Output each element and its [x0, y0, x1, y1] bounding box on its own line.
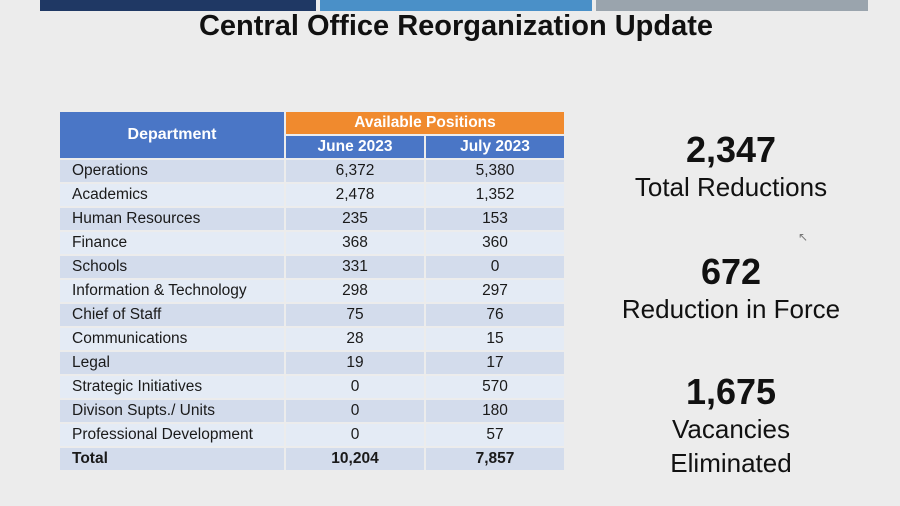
june-value-cell: 0: [286, 400, 424, 422]
reduction-in-force-label: Reduction in Force: [621, 294, 841, 324]
department-cell: Legal: [60, 352, 284, 374]
department-cell: Strategic Initiatives: [60, 376, 284, 398]
vacancies-eliminated-stat: 1,675 Vacancies Eliminated: [606, 372, 856, 480]
june-value-cell: 331: [286, 256, 424, 278]
table-row: Schools 331 0: [60, 256, 564, 278]
top-accent-bar-navy: [40, 0, 316, 11]
available-positions-header: Available Positions: [286, 112, 564, 134]
department-cell: Operations: [60, 160, 284, 182]
mouse-cursor-icon: ↖: [798, 230, 809, 244]
june-value-cell: 6,372: [286, 160, 424, 182]
july-value-cell: 17: [426, 352, 564, 374]
table-row: Chief of Staff 75 76: [60, 304, 564, 326]
june-2023-header: June 2023: [286, 136, 424, 158]
june-value-cell: 298: [286, 280, 424, 302]
june-value-cell: 19: [286, 352, 424, 374]
department-cell: Academics: [60, 184, 284, 206]
total-label: Total: [60, 448, 284, 470]
june-value-cell: 2,478: [286, 184, 424, 206]
table-row: Professional Development 0 57: [60, 424, 564, 446]
june-value-cell: 0: [286, 376, 424, 398]
total-row: Total 10,204 7,857: [60, 448, 564, 470]
table-row: Finance 368 360: [60, 232, 564, 254]
total-reductions-stat: 2,347 Total Reductions: [606, 130, 856, 204]
july-value-cell: 297: [426, 280, 564, 302]
table-row: Operations 6,372 5,380: [60, 160, 564, 182]
july-value-cell: 57: [426, 424, 564, 446]
july-2023-header: July 2023: [426, 136, 564, 158]
table-row: Divison Supts./ Units 0 180: [60, 400, 564, 422]
table-row: Academics 2,478 1,352: [60, 184, 564, 206]
department-cell: Chief of Staff: [60, 304, 284, 326]
june-total-cell: 10,204: [286, 448, 424, 470]
department-cell: Schools: [60, 256, 284, 278]
july-value-cell: 180: [426, 400, 564, 422]
vacancies-eliminated-value: 1,675: [685, 371, 777, 412]
table-row: Information & Technology 298 297: [60, 280, 564, 302]
slide-title: Central Office Reorganization Update: [198, 10, 713, 42]
july-value-cell: 5,380: [426, 160, 564, 182]
june-value-cell: 75: [286, 304, 424, 326]
total-reductions-label: Total Reductions: [634, 172, 828, 202]
department-header: Department: [60, 112, 284, 158]
july-value-cell: 360: [426, 232, 564, 254]
top-accent-bar-blue: [320, 0, 592, 11]
department-cell: Human Resources: [60, 208, 284, 230]
july-value-cell: 1,352: [426, 184, 564, 206]
june-value-cell: 28: [286, 328, 424, 350]
reduction-in-force-stat: 672 Reduction in Force: [606, 252, 856, 326]
department-cell: Professional Development: [60, 424, 284, 446]
table-row: Communications 28 15: [60, 328, 564, 350]
july-value-cell: 153: [426, 208, 564, 230]
june-value-cell: 368: [286, 232, 424, 254]
vacancies-eliminated-label-line1: Vacancies: [671, 414, 791, 444]
july-value-cell: 0: [426, 256, 564, 278]
department-cell: Divison Supts./ Units: [60, 400, 284, 422]
positions-table: Department Available Positions June 2023…: [58, 110, 566, 472]
july-total-cell: 7,857: [426, 448, 564, 470]
july-value-cell: 15: [426, 328, 564, 350]
top-accent-bar-gray: [596, 0, 868, 11]
total-reductions-value: 2,347: [685, 129, 777, 170]
department-cell: Finance: [60, 232, 284, 254]
department-cell: Communications: [60, 328, 284, 350]
department-cell: Information & Technology: [60, 280, 284, 302]
table-row: Human Resources 235 153: [60, 208, 564, 230]
reduction-in-force-value: 672: [700, 251, 762, 292]
july-value-cell: 76: [426, 304, 564, 326]
table-row: Legal 19 17: [60, 352, 564, 374]
june-value-cell: 235: [286, 208, 424, 230]
june-value-cell: 0: [286, 424, 424, 446]
july-value-cell: 570: [426, 376, 564, 398]
vacancies-eliminated-label-line2: Eliminated: [670, 448, 792, 478]
table-row: Strategic Initiatives 0 570: [60, 376, 564, 398]
